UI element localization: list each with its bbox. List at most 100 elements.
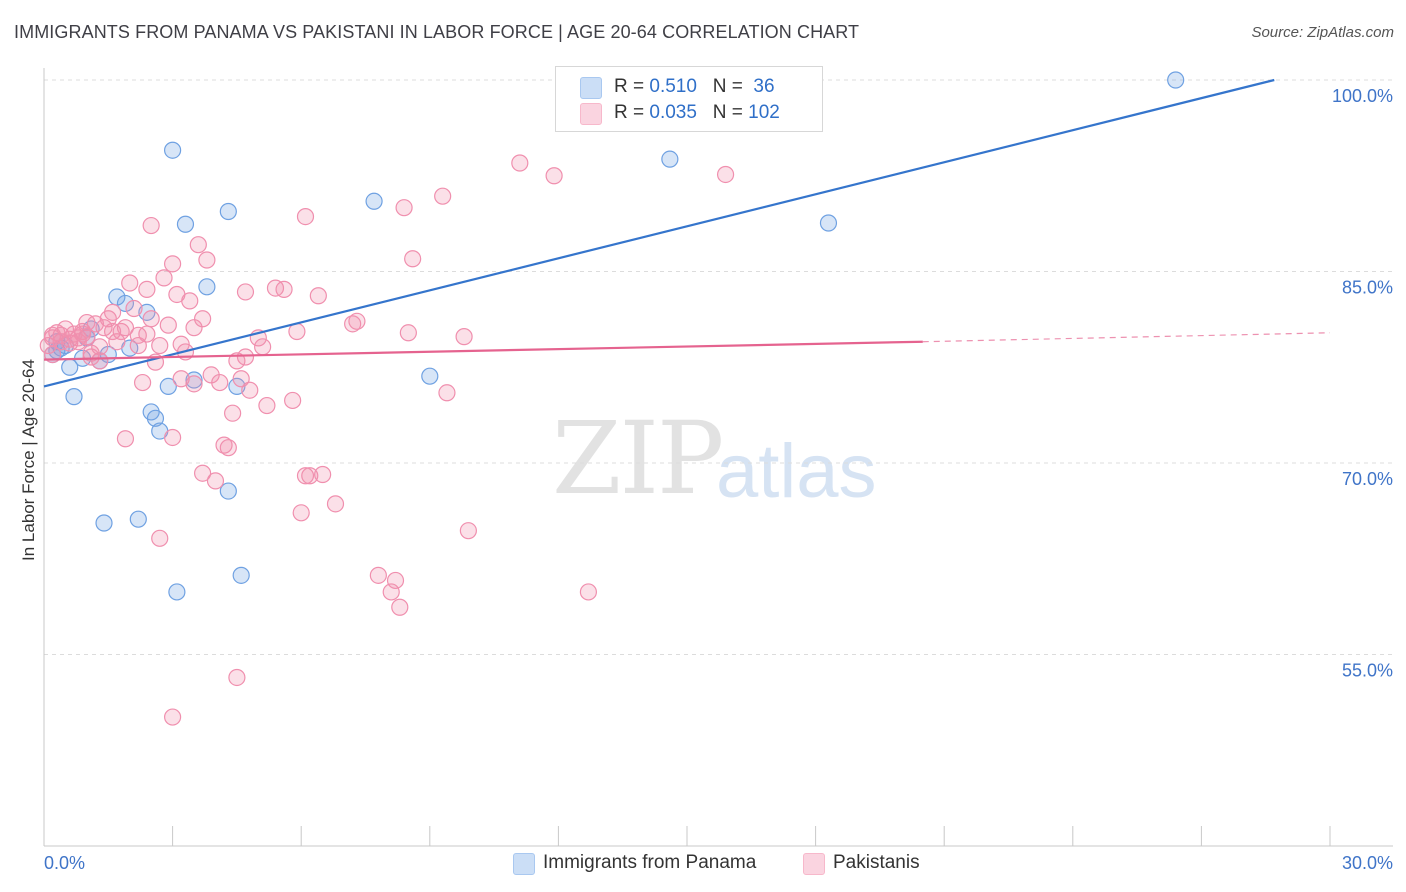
- pakistani-point: [95, 319, 113, 337]
- y-axis-label: In Labor Force | Age 20-64: [19, 359, 38, 561]
- panama-point: [168, 583, 186, 601]
- pakistani-point: [129, 336, 147, 355]
- pakistani-point: [138, 325, 156, 343]
- pakistani-point: [164, 255, 182, 273]
- pakistani-point: [129, 326, 147, 344]
- pakistani-point: [241, 381, 259, 399]
- legend-swatch-pakistanis: [580, 103, 602, 125]
- pakistani-point: [228, 668, 246, 687]
- pakistani-point: [91, 352, 109, 370]
- pakistani-point: [133, 373, 152, 392]
- pakistani-point: [344, 315, 362, 333]
- legend-r-value: 0.510: [649, 76, 697, 97]
- pakistani-point: [228, 352, 246, 370]
- panama-point: [146, 409, 165, 427]
- pakistani-point: [296, 467, 315, 485]
- grid-lines: [44, 79, 1393, 655]
- panama-point: [232, 566, 250, 584]
- legend-swatch-panama: [513, 853, 535, 875]
- pakistani-point: [434, 187, 452, 205]
- pakistani-point: [185, 319, 203, 337]
- panama-point: [198, 278, 216, 296]
- pakistani-point: [151, 529, 169, 547]
- pakistani-point: [103, 322, 122, 341]
- pakistani-point: [455, 328, 473, 346]
- y-tick-label: 100.0%: [1332, 86, 1393, 106]
- pakistani-point: [116, 430, 135, 448]
- panama-point: [176, 215, 195, 233]
- pakistani-point: [716, 165, 735, 184]
- pakistani-point: [296, 208, 315, 226]
- pakistani-point: [224, 404, 242, 422]
- data-points: [39, 71, 1185, 726]
- legend-n-label: N =: [712, 102, 749, 123]
- panama-point: [819, 214, 838, 232]
- pakistani-point: [194, 464, 212, 482]
- pakistani-point: [309, 287, 327, 305]
- panama-point: [219, 202, 237, 221]
- pakistani-point: [82, 348, 100, 366]
- pakistani-point: [254, 338, 272, 356]
- panama-point: [661, 150, 679, 168]
- pakistani-point: [545, 167, 563, 185]
- pakistani-point: [579, 583, 598, 601]
- pakistani-point: [194, 310, 212, 328]
- pakistani-point: [181, 292, 199, 310]
- pakistani-point: [236, 283, 255, 301]
- pakistani-point: [155, 269, 173, 287]
- legend-r-label: R =: [614, 102, 650, 123]
- legend-label-panama: Immigrants from Panama: [543, 852, 757, 873]
- pakistani-point: [301, 467, 319, 485]
- panama-point: [365, 192, 383, 210]
- pakistani-point: [391, 598, 409, 616]
- panama-point: [164, 141, 182, 159]
- pakistani-point: [172, 370, 190, 388]
- panama-point: [219, 482, 237, 500]
- panama-trend-line: [43, 78, 1275, 388]
- pakistani-point: [232, 370, 250, 388]
- pakistani-point: [108, 333, 126, 351]
- pakistani-point: [369, 566, 387, 584]
- legend-n-value: 102: [748, 102, 780, 123]
- pakistani-point: [314, 465, 332, 484]
- pakistani-point: [219, 439, 237, 457]
- pakistani-point: [142, 216, 160, 235]
- legend-n-value: 36: [753, 76, 775, 97]
- x-tick-label: 0.0%: [44, 853, 85, 873]
- legend-r-label: R =: [614, 76, 650, 97]
- pakistani-point: [266, 279, 285, 297]
- panama-point: [65, 388, 83, 406]
- source-label: Source: ZipAtlas.com: [1251, 24, 1394, 41]
- pakistani-point: [292, 504, 310, 522]
- pakistani-point: [121, 274, 139, 292]
- trend-lines: [43, 78, 1331, 388]
- pakistani-point: [151, 336, 169, 355]
- pakistani-point: [459, 522, 477, 540]
- panama-point: [95, 514, 113, 532]
- legend-swatch-panama: [580, 77, 602, 99]
- y-tick-label: 70.0%: [1342, 469, 1393, 489]
- pakistani-point: [142, 310, 160, 328]
- x-tick-label: 30.0%: [1342, 853, 1393, 873]
- pakistani-point: [86, 315, 105, 333]
- panama-point: [185, 371, 203, 389]
- pakistani-point: [159, 316, 177, 334]
- axis-labels: 100.0% 85.0% 70.0% 55.0% 0.0% 30.0% In Labor F…: [19, 86, 1393, 873]
- watermark-zip: ZIP: [552, 400, 724, 517]
- correlation-legend: R = 0.510 N = 36 R = 0.035 N = 102: [555, 66, 823, 132]
- pakistani-point: [116, 319, 135, 337]
- pakistani-point: [78, 313, 96, 332]
- panama-point: [129, 510, 147, 528]
- pakistani-point: [511, 154, 529, 172]
- pakistani-point: [438, 384, 456, 402]
- pakistani-point: [103, 303, 122, 321]
- pakistani-point: [404, 250, 422, 268]
- pakistani-point: [211, 373, 229, 392]
- pakistani-point: [138, 280, 156, 298]
- pakistani-point: [164, 428, 182, 447]
- pakistani-point: [399, 324, 417, 342]
- pakistani-point: [185, 375, 203, 393]
- legend-r-value: 0.035: [649, 102, 697, 123]
- pakistani-point: [275, 280, 293, 298]
